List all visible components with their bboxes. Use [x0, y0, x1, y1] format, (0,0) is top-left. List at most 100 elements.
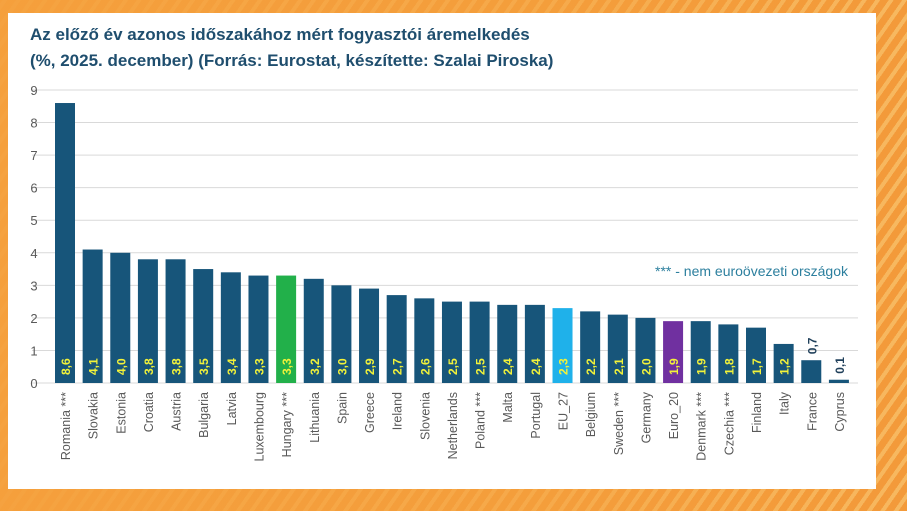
data-label: 2,6	[418, 358, 432, 375]
bar	[303, 278, 324, 383]
category-label: Luxembourg	[252, 392, 266, 462]
bar	[552, 308, 573, 383]
bar	[110, 252, 131, 383]
data-label: 3,3	[280, 358, 294, 375]
y-tick-label: 8	[30, 116, 37, 131]
bar	[359, 288, 380, 383]
bar	[497, 304, 518, 383]
data-label: 2,7	[391, 358, 405, 375]
category-label: Bulgaria	[197, 392, 211, 438]
category-label: Cyprus	[833, 392, 847, 432]
data-label: 3,3	[252, 358, 266, 375]
bar	[580, 311, 601, 383]
data-label: 1,8	[722, 358, 736, 375]
category-label: Finland	[750, 392, 764, 433]
chart-title: Az előző év azonos időszakához mért fogy…	[30, 25, 530, 44]
category-label: Czechia ***	[722, 392, 736, 455]
data-label: 1,9	[695, 358, 709, 375]
bar	[193, 269, 214, 383]
bar	[220, 272, 241, 383]
category-label: Austria	[170, 392, 184, 431]
y-tick-label: 2	[30, 311, 37, 326]
data-label: 2,9	[363, 358, 377, 375]
data-label: 3,4	[225, 358, 239, 375]
bar	[607, 314, 628, 383]
bar	[828, 379, 849, 383]
category-label: Greece	[363, 392, 377, 433]
category-label: Ireland	[391, 392, 405, 430]
data-label: 4,0	[114, 358, 128, 375]
data-label: 0,1	[833, 357, 847, 374]
bar	[276, 275, 297, 383]
bar	[690, 321, 711, 383]
data-label: 3,8	[142, 358, 156, 375]
chart-title-block: Az előző év azonos időszakához mért fogy…	[30, 22, 553, 74]
bar	[165, 259, 186, 383]
data-label: 2,5	[446, 358, 460, 375]
data-label: 1,7	[750, 358, 764, 375]
category-label: Latvia	[225, 392, 239, 425]
data-label: 4,1	[87, 358, 101, 375]
y-tick-label: 4	[30, 246, 37, 261]
bar	[746, 327, 766, 383]
data-label: 3,0	[335, 358, 349, 375]
y-tick-label: 3	[30, 278, 37, 293]
data-label: 0,7	[805, 337, 819, 354]
bar	[441, 301, 462, 383]
category-label: Slovakia	[87, 392, 101, 439]
annotation: *** - nem euroövezeti országok	[655, 263, 849, 279]
category-label: Belgium	[584, 392, 598, 437]
chart-panel	[8, 13, 876, 489]
data-label: 2,2	[584, 358, 598, 375]
category-label: Sweden ***	[612, 392, 626, 455]
bar	[718, 324, 739, 383]
category-label: Lithuania	[308, 392, 322, 443]
data-label: 2,1	[612, 358, 626, 375]
bar	[386, 295, 407, 383]
data-label: 3,5	[197, 358, 211, 375]
bar	[248, 275, 269, 383]
category-label: Slovenia	[418, 392, 432, 440]
data-label: 1,9	[667, 358, 681, 375]
bar	[663, 321, 684, 383]
category-label: Hungary ***	[280, 392, 294, 457]
category-label: Germany	[639, 391, 653, 443]
y-tick-label: 0	[30, 376, 37, 391]
bar	[773, 343, 794, 383]
bar	[55, 103, 75, 384]
category-label: Croatia	[142, 392, 156, 432]
data-label: 3,2	[308, 358, 322, 375]
bar	[82, 249, 103, 383]
data-label: 2,3	[557, 358, 571, 375]
data-label: 2,4	[529, 358, 543, 375]
bar	[137, 259, 158, 383]
bar	[524, 304, 545, 383]
data-label: 3,8	[170, 358, 184, 375]
category-label: Spain	[335, 392, 349, 424]
data-label: 2,4	[501, 358, 515, 375]
data-label: 8,6	[59, 358, 73, 375]
y-tick-label: 1	[30, 343, 37, 358]
category-label: France	[805, 392, 819, 431]
data-label: 1,2	[778, 358, 792, 375]
category-label: Romania ***	[59, 392, 73, 460]
category-label: Portugal	[529, 392, 543, 439]
bar	[635, 317, 656, 383]
bar	[469, 301, 490, 383]
category-label: Malta	[501, 392, 515, 423]
category-label: Italy	[778, 391, 792, 415]
data-label: 2,0	[639, 358, 653, 375]
category-label: Netherlands	[446, 392, 460, 459]
y-tick-label: 7	[30, 148, 37, 163]
bar	[414, 298, 435, 383]
data-label: 2,5	[474, 358, 488, 375]
category-label: Poland ***	[474, 392, 488, 449]
category-label: EU_27	[557, 392, 571, 430]
chart-subtitle: (%, 2025. december) (Forrás: Eurostat, k…	[30, 51, 554, 70]
bar	[801, 360, 822, 383]
bar	[331, 285, 352, 383]
y-tick-label: 6	[30, 181, 37, 196]
category-label: Denmark ***	[695, 392, 709, 461]
y-tick-label: 9	[30, 83, 37, 98]
